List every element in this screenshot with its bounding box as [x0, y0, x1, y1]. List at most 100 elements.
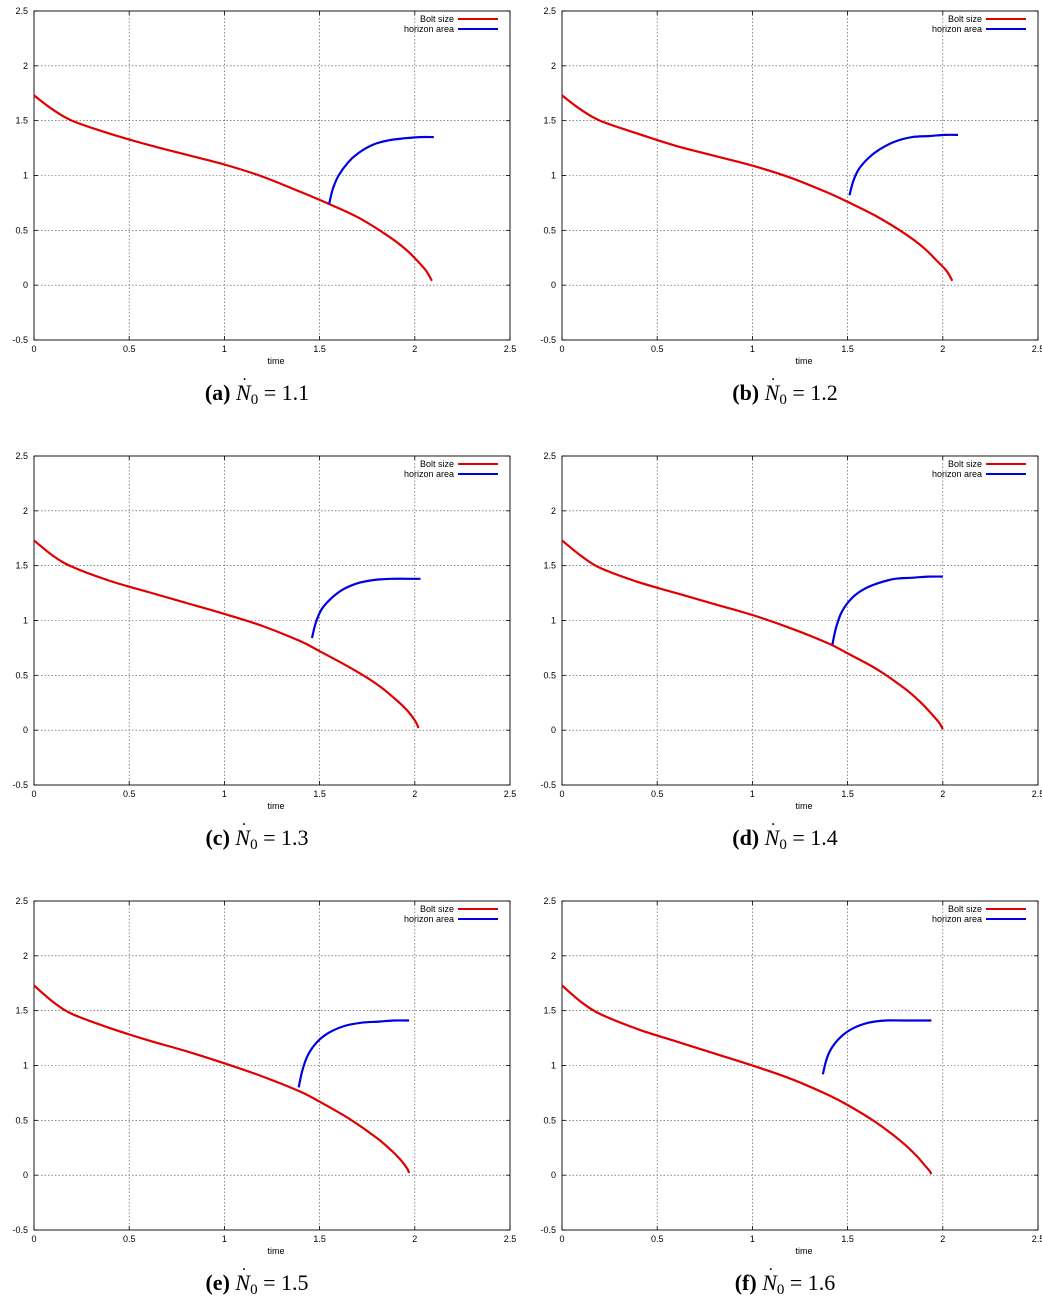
series-line-horizon-area	[310, 577, 421, 639]
y-tick-label: 1.5	[15, 561, 28, 571]
legend-label: Bolt size	[420, 904, 454, 914]
series-line-bolt-size	[33, 539, 420, 729]
legend-label: Bolt size	[420, 14, 454, 24]
x-tick-label: 0	[559, 344, 564, 354]
y-tick-label: 0	[551, 1170, 556, 1180]
series-line-horizon-area	[821, 1019, 932, 1075]
y-tick-label: 1	[23, 616, 28, 626]
y-tick-label: 0	[551, 725, 556, 735]
subfigure-caption: (d) ˙ N0 = 1.4	[732, 819, 838, 853]
x-tick-label: 1	[222, 789, 227, 799]
y-tick-label: 1.5	[543, 1006, 556, 1016]
x-tick-label: 2	[940, 344, 945, 354]
subfigure-caption: (b) ˙ N0 = 1.2	[732, 374, 838, 408]
x-tick-label: 2.5	[1032, 344, 1042, 354]
series-line-bolt-size	[561, 94, 954, 282]
x-tick-label: 2.5	[504, 1234, 517, 1244]
plot-frame	[561, 455, 1039, 786]
x-tick-label: 2	[412, 789, 417, 799]
y-tick-label: 0.5	[543, 225, 556, 235]
x-tick-label: 0.5	[123, 344, 136, 354]
x-tick-label: 2.5	[1032, 789, 1042, 799]
legend-label: horizon area	[404, 914, 454, 924]
y-tick-label: 0	[551, 280, 556, 290]
legend-label: Bolt size	[948, 459, 982, 469]
caption-value: = 1.2	[792, 380, 838, 405]
caption-symbol: ˙ N	[764, 374, 780, 405]
y-tick-label: 0	[23, 725, 28, 735]
y-tick-label: -0.5	[540, 780, 556, 790]
y-tick-label: 0	[23, 280, 28, 290]
x-tick-label: 1.5	[313, 344, 326, 354]
x-tick-label: 2	[940, 789, 945, 799]
y-tick-label: 2	[23, 61, 28, 71]
y-tick-label: 2	[551, 506, 556, 516]
series-line-bolt-size	[33, 94, 433, 282]
x-tick-label: 0.5	[651, 1234, 664, 1244]
series-line-horizon-area	[848, 133, 959, 196]
y-tick-label: 1	[551, 171, 556, 181]
x-tick-label: 2	[412, 344, 417, 354]
y-tick-label: 1	[23, 171, 28, 181]
x-axis-label: time	[795, 356, 812, 366]
x-tick-label: 1.5	[313, 1234, 326, 1244]
x-tick-label: 0.5	[651, 344, 664, 354]
y-tick-label: 2.5	[543, 451, 556, 461]
y-tick-label: 0.5	[543, 1115, 556, 1125]
y-tick-label: 1.5	[543, 561, 556, 571]
y-tick-label: 2	[551, 951, 556, 961]
y-tick-label: 0.5	[15, 1115, 28, 1125]
caption-symbol: ˙ N	[235, 819, 251, 850]
y-tick-label: 2.5	[543, 6, 556, 16]
caption-value: = 1.6	[789, 1270, 836, 1295]
x-tick-label: 2	[412, 1234, 417, 1244]
caption-value: = 1.1	[263, 380, 310, 405]
x-tick-label: 1	[750, 344, 755, 354]
x-tick-label: 0	[31, 1234, 36, 1244]
caption-value: = 1.5	[263, 1270, 309, 1295]
x-tick-label: 1	[222, 1234, 227, 1244]
series-line-horizon-area	[831, 575, 943, 645]
y-tick-label: -0.5	[540, 335, 556, 345]
caption-symbol: ˙ N	[236, 374, 251, 405]
caption-label: (d)	[732, 825, 760, 850]
caption-label: (f)	[734, 1270, 757, 1295]
y-tick-label: 1	[551, 1061, 556, 1071]
y-tick-label: 2.5	[15, 896, 28, 906]
legend-label: horizon area	[932, 914, 982, 924]
caption-label: (c)	[205, 825, 230, 850]
subfigure-caption: (a) ˙ N0 = 1.1	[204, 374, 310, 408]
caption-symbol: ˙ N	[764, 819, 780, 850]
legend-label: horizon area	[404, 469, 454, 479]
x-axis-label: time	[267, 1246, 284, 1256]
subfigure-caption: (f) ˙ N0 = 1.6	[734, 1264, 836, 1298]
y-tick-label: 2	[23, 506, 28, 516]
series-line-bolt-size	[33, 984, 411, 1174]
y-tick-label: 1.5	[15, 1006, 28, 1016]
plot-frame	[33, 900, 511, 1231]
x-tick-label: 0.5	[651, 789, 664, 799]
chart-panel: 0 0.5 1 1.5 2 2.5 -0.5 0 0.5 1 1.5 2 2.5 time Bolt siz…	[0, 890, 517, 1260]
y-tick-label: -0.5	[12, 1225, 28, 1235]
y-tick-label: -0.5	[12, 780, 28, 790]
plot-frame	[561, 900, 1039, 1231]
y-tick-label: -0.5	[540, 1225, 556, 1235]
chart-panel: 0 0.5 1 1.5 2 2.5 -0.5 0 0.5 1 1.5 2 2.5 time Bolt siz…	[528, 890, 1042, 1260]
caption-label: (a)	[204, 380, 231, 405]
y-tick-label: 1	[23, 1061, 28, 1071]
y-tick-label: 0.5	[15, 670, 28, 680]
y-tick-label: 2	[551, 61, 556, 71]
y-tick-label: 2.5	[543, 896, 556, 906]
x-tick-label: 0.5	[123, 1234, 136, 1244]
plot-frame	[561, 10, 1039, 341]
chart-panel: 0 0.5 1 1.5 2 2.5 -0.5 0 0.5 1 1.5 2 2.5 time Bolt siz…	[528, 0, 1042, 370]
x-axis-label: time	[795, 1246, 812, 1256]
series-line-bolt-size	[561, 984, 933, 1175]
x-tick-label: 2.5	[1032, 1234, 1042, 1244]
y-tick-label: 0.5	[15, 225, 28, 235]
x-axis-label: time	[267, 356, 284, 366]
